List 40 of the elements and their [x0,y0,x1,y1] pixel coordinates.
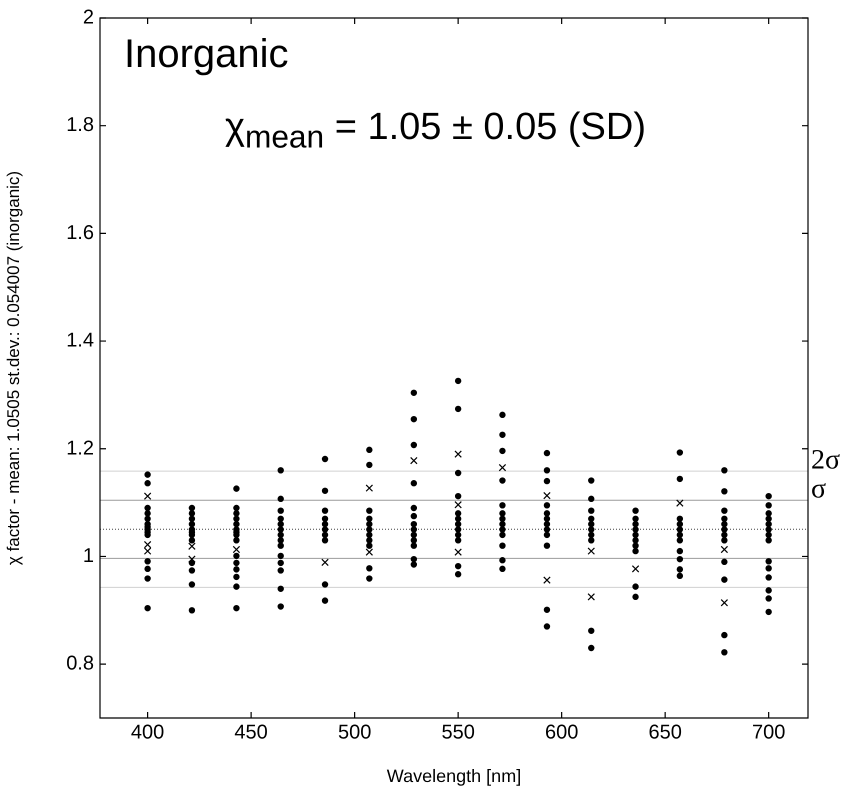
x-tick-label: 500 [338,722,372,744]
point [676,499,684,507]
point [410,456,418,464]
y-tick-label: 0.8 [66,652,94,675]
point [720,598,728,607]
y-tick-label: 1.2 [66,437,94,460]
point [543,576,551,584]
x-tick-label: 450 [234,722,268,744]
point [188,542,196,550]
y-axis-title: χ factor - mean: 1.0505 st.dev.: 0.054007 (inorganic) [4,170,23,566]
annotation: χ$_{mean}$ = 1.05 ± 0.05 (SD) [225,106,646,156]
point [366,484,374,492]
point [587,547,596,555]
point [454,450,462,458]
ref-line-label: 2σ [811,444,840,476]
annotation: Inorganic [124,32,289,77]
point [321,558,329,566]
point [144,492,152,500]
point [632,565,640,573]
point [366,548,374,556]
x-tick-label: 400 [130,722,164,744]
point [543,492,551,500]
x-tick-label: 650 [648,722,682,744]
point [454,500,462,509]
y-tick-label: 1 [82,544,94,567]
point [188,555,196,563]
point [720,546,728,554]
y-tick-label: 1.6 [66,222,94,244]
ref-line-label: σ [811,474,826,505]
point [232,546,240,554]
point [498,464,506,472]
y-tick-label: 1.8 [66,114,94,136]
y-tick-label: 1.4 [66,330,94,352]
x-tick-label: 600 [544,722,578,744]
x-tick-label: 550 [441,722,475,744]
x-axis-title: Wavelength [nm] [386,766,522,786]
x-tick-label: 700 [752,722,786,744]
point [454,548,462,556]
y-tick-label: 2 [82,6,94,29]
point [587,593,596,601]
